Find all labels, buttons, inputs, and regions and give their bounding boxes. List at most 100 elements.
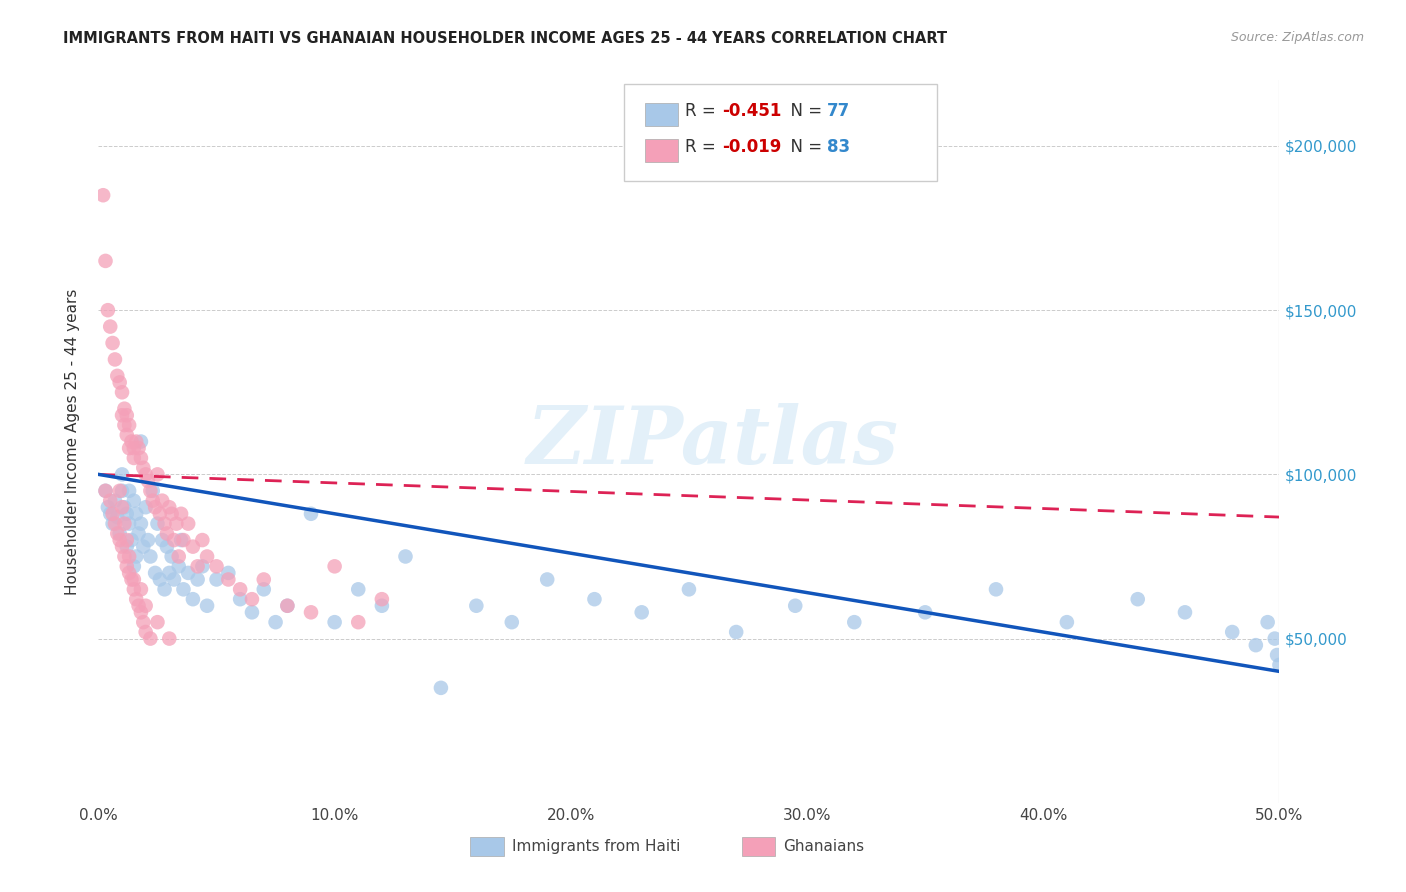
Point: [181, 592, 204, 607]
Point: [299, 507, 322, 521]
Point: [191, 533, 214, 547]
Point: [1265, 648, 1288, 662]
Point: [128, 599, 150, 613]
Point: [240, 605, 263, 619]
Point: [160, 549, 183, 564]
Point: [1268, 657, 1291, 672]
Point: [371, 592, 394, 607]
Point: [121, 434, 143, 449]
Point: [94, 483, 117, 498]
Point: [229, 592, 252, 607]
Point: [1244, 638, 1267, 652]
Text: Source: ZipAtlas.com: Source: ZipAtlas.com: [1230, 31, 1364, 45]
Text: N =: N =: [780, 103, 827, 120]
FancyBboxPatch shape: [471, 838, 503, 855]
Point: [536, 573, 558, 587]
Text: 77: 77: [827, 103, 851, 120]
FancyBboxPatch shape: [645, 139, 678, 162]
Point: [583, 592, 606, 607]
Point: [128, 441, 150, 455]
Point: [139, 549, 162, 564]
Text: R =: R =: [685, 103, 721, 120]
Point: [139, 632, 162, 646]
Point: [156, 540, 179, 554]
Point: [112, 516, 135, 531]
Point: [135, 500, 157, 515]
Point: [299, 605, 322, 619]
Point: [1126, 592, 1149, 607]
Point: [142, 483, 165, 498]
Point: [118, 516, 141, 531]
Point: [143, 566, 166, 580]
Point: [1174, 605, 1197, 619]
Point: [101, 516, 124, 531]
Point: [112, 500, 135, 515]
Point: [984, 582, 1007, 597]
Point: [129, 516, 152, 531]
Point: [111, 409, 134, 423]
Point: [170, 533, 193, 547]
Point: [136, 474, 159, 488]
FancyBboxPatch shape: [645, 103, 678, 126]
Point: [121, 533, 143, 547]
Point: [465, 599, 488, 613]
Point: [157, 566, 180, 580]
Point: [157, 500, 180, 515]
Point: [430, 681, 453, 695]
Point: [1220, 625, 1243, 640]
Point: [1257, 615, 1279, 630]
Point: [104, 352, 127, 367]
Point: [115, 409, 138, 423]
Point: [122, 450, 145, 465]
Point: [163, 573, 186, 587]
Point: [205, 559, 228, 574]
Point: [111, 467, 134, 482]
Point: [146, 516, 169, 531]
Text: 83: 83: [827, 138, 851, 156]
Text: IMMIGRANTS FROM HAITI VS GHANAIAN HOUSEHOLDER INCOME AGES 25 - 44 YEARS CORRELAT: IMMIGRANTS FROM HAITI VS GHANAIAN HOUSEH…: [63, 31, 948, 46]
Point: [129, 605, 152, 619]
Point: [115, 428, 138, 442]
Point: [122, 582, 145, 597]
Point: [97, 500, 120, 515]
Point: [118, 549, 141, 564]
Point: [108, 376, 131, 390]
Point: [108, 533, 131, 547]
Point: [195, 549, 218, 564]
Point: [104, 516, 127, 531]
Point: [125, 549, 148, 564]
Point: [165, 516, 187, 531]
Point: [187, 573, 209, 587]
Point: [914, 605, 936, 619]
Point: [170, 507, 193, 521]
Point: [253, 582, 276, 597]
Point: [205, 573, 228, 587]
Point: [94, 253, 117, 268]
Point: [91, 188, 114, 202]
Text: Ghanaians: Ghanaians: [783, 838, 865, 854]
Point: [187, 559, 209, 574]
Point: [146, 615, 169, 630]
Point: [125, 507, 148, 521]
Point: [785, 599, 807, 613]
FancyBboxPatch shape: [624, 84, 936, 181]
Point: [394, 549, 416, 564]
Point: [115, 507, 138, 521]
Point: [98, 507, 121, 521]
Point: [150, 493, 173, 508]
Point: [135, 625, 157, 640]
Point: [146, 467, 169, 482]
Point: [195, 599, 218, 613]
Point: [105, 510, 128, 524]
Text: N =: N =: [780, 138, 827, 156]
Point: [347, 582, 370, 597]
Point: [118, 566, 141, 580]
Point: [122, 493, 145, 508]
Text: ZIPatlas: ZIPatlas: [526, 403, 898, 480]
Point: [323, 559, 346, 574]
Point: [112, 418, 135, 433]
FancyBboxPatch shape: [742, 838, 775, 855]
Point: [125, 434, 148, 449]
Y-axis label: Householder Income Ages 25 - 44 years: Householder Income Ages 25 - 44 years: [65, 288, 80, 595]
Point: [501, 615, 523, 630]
